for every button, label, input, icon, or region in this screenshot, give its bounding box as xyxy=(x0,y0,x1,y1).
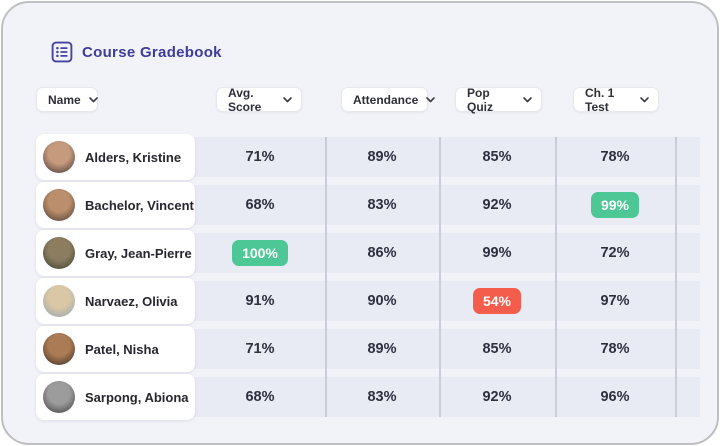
high-score-badge: 100% xyxy=(232,240,288,266)
score-cell: 89% xyxy=(325,329,439,369)
score-value: 68% xyxy=(245,197,275,213)
student-cell[interactable]: Bachelor, Vincent xyxy=(36,182,195,228)
score-value: 78% xyxy=(600,341,630,357)
page-title: Course Gradebook xyxy=(82,43,222,61)
student-name: Narvaez, Olivia xyxy=(85,293,178,309)
column-filter-ch1-test[interactable]: Ch. 1 Test xyxy=(573,85,659,114)
score-value: 83% xyxy=(367,197,397,213)
score-cell: 83% xyxy=(325,377,439,417)
score-cell: 85% xyxy=(439,137,555,177)
score-cell: 99% xyxy=(439,233,555,273)
column-filter-pop-quiz[interactable]: Pop Quiz xyxy=(455,85,542,114)
chevron-down-icon xyxy=(426,96,436,102)
score-cell: 83% xyxy=(325,185,439,225)
student-name: Bachelor, Vincent xyxy=(85,197,194,213)
score-value: 72% xyxy=(600,245,630,261)
column-filter-avg-score-label: Avg. Score xyxy=(228,85,262,114)
score-cell: 54% xyxy=(439,281,555,321)
score-cell: 89% xyxy=(325,137,439,177)
score-cell: 100% xyxy=(195,233,325,273)
score-value: 90% xyxy=(367,293,397,309)
student-name: Gray, Jean-Pierre xyxy=(85,245,192,261)
column-filter-pop-quiz-label: Pop Quiz xyxy=(467,85,493,114)
column-divider xyxy=(555,137,557,417)
column-divider xyxy=(325,137,327,417)
student-cell[interactable]: Alders, Kristine xyxy=(36,134,195,180)
avatar xyxy=(43,285,75,317)
score-cell: 85% xyxy=(439,329,555,369)
table-row: Sarpong, Abiona 68% 83% 92% 96% xyxy=(36,374,700,420)
score-cell: 68% xyxy=(195,377,325,417)
score-cell: 68% xyxy=(195,185,325,225)
student-name: Patel, Nisha xyxy=(85,341,159,357)
score-cell: 78% xyxy=(555,137,675,177)
avatar xyxy=(43,141,75,173)
student-cell[interactable]: Sarpong, Abiona xyxy=(36,374,195,420)
table-row: Narvaez, Olivia 91% 90% 54% 97% xyxy=(36,278,700,324)
table-row: Alders, Kristine 71% 89% 85% 78% xyxy=(36,134,700,180)
column-filter-ch1-test-label: Ch. 1 Test xyxy=(585,85,615,114)
chevron-down-icon xyxy=(88,96,98,102)
low-score-badge: 54% xyxy=(472,288,522,314)
chevron-down-icon xyxy=(283,96,292,102)
score-cell: 91% xyxy=(195,281,325,321)
score-cell: 92% xyxy=(439,377,555,417)
score-value: 71% xyxy=(245,341,275,357)
score-value: 91% xyxy=(245,293,275,309)
score-cell: 99% xyxy=(555,185,675,225)
table-row: Bachelor, Vincent 68% 83% 92% 99% xyxy=(36,182,700,228)
avatar xyxy=(43,381,75,413)
score-value: 89% xyxy=(367,341,397,357)
score-value: 96% xyxy=(600,389,630,405)
score-value: 85% xyxy=(482,149,512,165)
column-filter-attendance[interactable]: Attendance xyxy=(341,87,436,112)
student-name: Sarpong, Abiona xyxy=(85,389,189,405)
score-value: 68% xyxy=(245,389,275,405)
score-cell: 71% xyxy=(195,329,325,369)
avatar xyxy=(43,189,75,221)
score-value: 85% xyxy=(482,341,512,357)
score-value: 89% xyxy=(367,149,397,165)
chevron-down-icon xyxy=(523,96,532,102)
score-value: 92% xyxy=(482,389,512,405)
table-row: Patel, Nisha 71% 89% 85% 78% xyxy=(36,326,700,372)
score-cell: 78% xyxy=(555,329,675,369)
column-divider xyxy=(675,137,677,417)
score-value: 71% xyxy=(245,149,275,165)
column-filter-name[interactable]: Name xyxy=(36,87,98,112)
score-cell: 72% xyxy=(555,233,675,273)
score-value: 78% xyxy=(600,149,630,165)
card-header: Course Gradebook xyxy=(51,41,222,63)
score-cell: 96% xyxy=(555,377,675,417)
student-cell[interactable]: Narvaez, Olivia xyxy=(36,278,195,324)
avatar xyxy=(43,237,75,269)
column-filter-name-label: Name xyxy=(48,92,81,107)
score-value: 99% xyxy=(482,245,512,261)
list-checklist-icon xyxy=(51,41,73,63)
chevron-down-icon xyxy=(640,96,649,102)
score-value: 97% xyxy=(600,293,630,309)
score-cell: 97% xyxy=(555,281,675,321)
high-score-badge: 99% xyxy=(590,192,640,218)
student-name: Alders, Kristine xyxy=(85,149,182,165)
student-cell[interactable]: Patel, Nisha xyxy=(36,326,195,372)
column-divider xyxy=(439,137,441,417)
gradebook-table: Alders, Kristine 71% 89% 85% 78% Bachelor, Vi… xyxy=(36,134,700,420)
avatar xyxy=(43,333,75,365)
score-value: 83% xyxy=(367,389,397,405)
column-filter-avg-score[interactable]: Avg. Score xyxy=(216,85,302,114)
score-cell: 71% xyxy=(195,137,325,177)
score-cell: 92% xyxy=(439,185,555,225)
score-value: 92% xyxy=(482,197,512,213)
score-cell: 90% xyxy=(325,281,439,321)
score-value: 86% xyxy=(367,245,397,261)
column-filter-attendance-label: Attendance xyxy=(353,92,419,107)
score-cell: 86% xyxy=(325,233,439,273)
student-cell[interactable]: Gray, Jean-Pierre xyxy=(36,230,195,276)
table-row: Gray, Jean-Pierre 100% 86% 99% 72% xyxy=(36,230,700,276)
